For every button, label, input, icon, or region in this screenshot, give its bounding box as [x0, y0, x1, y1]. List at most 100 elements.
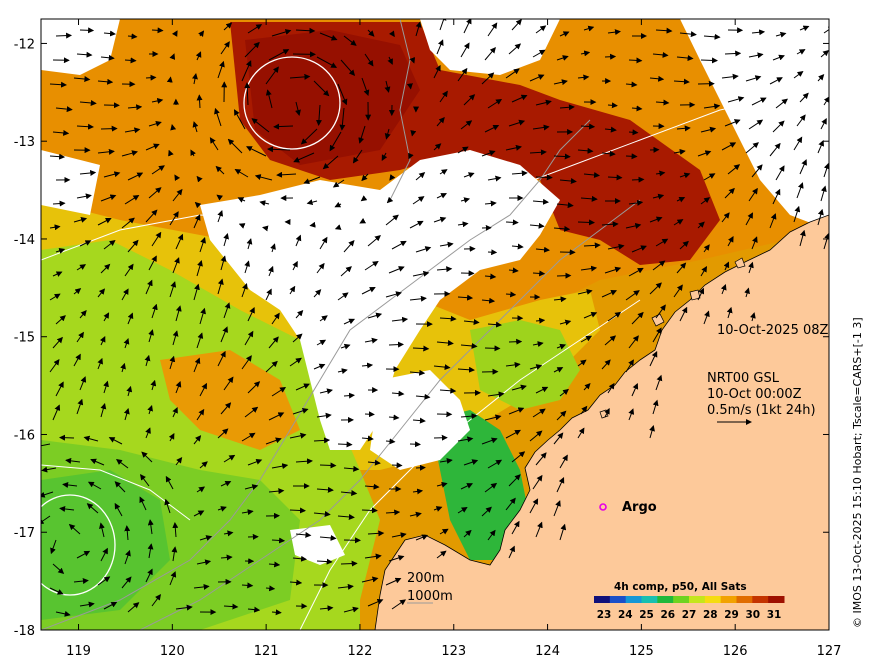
current-vector — [649, 350, 658, 367]
current-vector — [265, 585, 276, 592]
current-vector — [625, 290, 640, 301]
current-vector — [334, 224, 342, 230]
current-vector — [703, 310, 710, 325]
isobath-200m — [139, 199, 641, 630]
current-vector — [481, 72, 495, 85]
colorbar-tick-label: 29 — [724, 609, 739, 621]
current-vector — [151, 97, 164, 104]
depth-1000-label: 1000m — [407, 589, 453, 604]
current-vector — [367, 530, 385, 537]
current-vector — [223, 603, 239, 610]
current-vector — [339, 107, 346, 131]
current-vector — [817, 139, 824, 154]
current-vector — [529, 222, 545, 229]
current-vector — [559, 319, 572, 326]
current-vector — [463, 529, 472, 538]
current-vector — [607, 311, 622, 322]
current-vector — [367, 599, 384, 607]
current-vector — [151, 165, 165, 175]
current-vector — [319, 462, 337, 469]
current-vector — [220, 554, 233, 561]
current-vector — [508, 119, 526, 127]
x-axis: 119 120 121 122 123 124 125 126 127 — [66, 19, 841, 659]
current-vector — [127, 172, 144, 181]
current-vector — [73, 578, 89, 585]
current-vector — [406, 83, 413, 90]
current-vector — [751, 97, 767, 106]
current-vector — [76, 51, 93, 58]
current-vector — [367, 312, 383, 319]
current-vector — [532, 198, 549, 205]
current-vector — [385, 291, 402, 298]
current-vector — [65, 457, 81, 464]
current-vector — [171, 546, 178, 562]
current-vector — [463, 459, 479, 466]
current-vector — [99, 522, 105, 538]
current-vector — [384, 80, 391, 93]
current-vector — [199, 307, 206, 325]
current-vector — [300, 128, 318, 145]
current-vector — [481, 150, 496, 157]
current-vector — [315, 104, 322, 126]
current-vector — [340, 490, 358, 496]
colorbar-tick-label: 30 — [745, 609, 760, 621]
current-vector — [631, 311, 644, 325]
current-vector — [220, 255, 227, 271]
current-vector — [73, 217, 88, 223]
colorbar-segment — [736, 596, 753, 603]
current-vector — [271, 609, 282, 616]
colorbar-tick-label: 27 — [682, 609, 697, 621]
current-vector — [220, 480, 232, 487]
current-vector — [295, 309, 304, 319]
current-vector — [535, 246, 550, 253]
current-vector — [433, 216, 447, 223]
current-vector — [388, 266, 405, 274]
current-vector — [114, 481, 126, 493]
current-vector — [241, 582, 254, 589]
current-vector — [559, 104, 575, 111]
current-vector — [289, 579, 303, 586]
current-vector — [73, 288, 82, 295]
current-vector — [52, 129, 70, 136]
current-vector — [559, 178, 577, 185]
current-vector — [267, 146, 291, 153]
current-vector — [114, 502, 123, 517]
current-vector — [415, 393, 431, 400]
current-vector — [385, 438, 396, 445]
current-vector — [123, 338, 130, 349]
current-vector — [775, 98, 788, 109]
current-vector — [265, 360, 278, 373]
current-vector — [820, 49, 829, 58]
current-vector — [577, 427, 585, 439]
current-vector — [481, 437, 498, 445]
current-vector — [532, 474, 543, 490]
current-vector — [505, 361, 521, 368]
current-vector — [793, 136, 803, 151]
current-vector — [293, 152, 315, 163]
current-vector — [631, 382, 639, 397]
current-vector — [436, 481, 448, 488]
current-vector — [175, 457, 183, 466]
current-vector — [244, 82, 251, 106]
current-vector — [676, 125, 691, 132]
current-vector — [553, 153, 571, 160]
current-vector — [361, 435, 374, 442]
current-vector — [199, 535, 213, 541]
current-vector — [172, 257, 180, 274]
current-vector — [172, 406, 178, 418]
current-vector — [68, 523, 81, 535]
current-vector — [316, 558, 333, 565]
current-vector — [52, 200, 66, 207]
current-vector — [553, 296, 567, 303]
current-vector — [97, 78, 114, 85]
colorbar-tick-label: 24 — [618, 609, 633, 621]
current-vector — [744, 287, 750, 298]
current-vector — [607, 382, 615, 394]
current-vector — [457, 146, 469, 154]
current-vector — [193, 435, 202, 445]
current-vector — [144, 354, 151, 367]
isobath-1000m — [41, 119, 591, 630]
current-vector — [322, 155, 339, 170]
current-vector — [343, 318, 356, 325]
current-vector — [457, 506, 468, 514]
